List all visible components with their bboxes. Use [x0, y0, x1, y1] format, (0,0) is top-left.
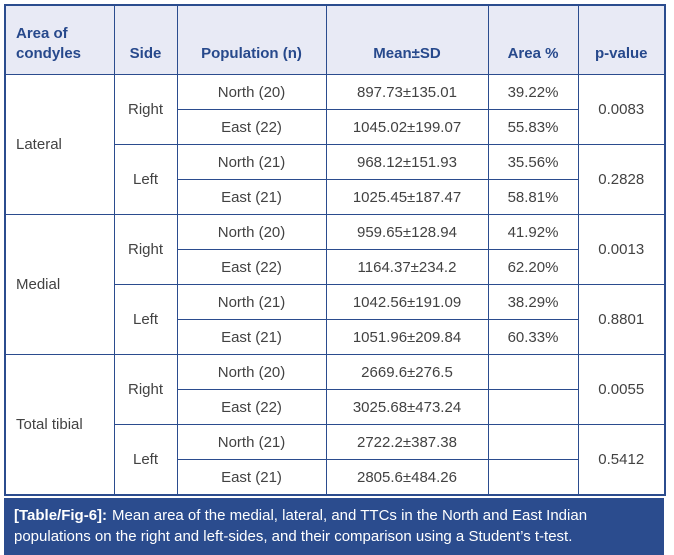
side-cell: Right	[113, 214, 178, 285]
area-pct-cell: 39.22%	[487, 74, 579, 110]
side-cell: Left	[113, 424, 178, 496]
mean-sd-cell: 1164.37±234.2	[325, 249, 489, 285]
mean-sd-cell: 2669.6±276.5	[325, 354, 489, 390]
mean-sd-cell: 1025.45±187.47	[325, 179, 489, 215]
results-table: Area of condyles Side Population (n) Mea…	[4, 4, 666, 496]
header-row: Area of condyles Side Population (n) Mea…	[4, 4, 666, 75]
area-pct-cell: 62.20%	[487, 249, 579, 285]
p-value-cell: 0.5412	[577, 424, 666, 496]
table-row: Lateral Right North (20) 897.73±135.01 3…	[4, 74, 666, 215]
side-cell: Left	[113, 284, 178, 355]
population-cell: North (21)	[176, 144, 327, 180]
p-value-cell: 0.0083	[577, 74, 666, 145]
population-cell: East (22)	[176, 389, 327, 425]
area-pct-cell: 55.83%	[487, 109, 579, 145]
table-row: East (21) 1025.45±187.47 58.81%	[5, 179, 665, 215]
table-figure: Area of condyles Side Population (n) Mea…	[4, 4, 666, 555]
area-cell: Lateral	[4, 74, 115, 215]
table-row: Left North (21) 2722.2±387.38 0.5412	[5, 424, 666, 496]
population-cell: East (21)	[176, 179, 327, 215]
area-pct-cell: 41.92%	[487, 214, 579, 250]
mean-sd-cell: 2805.6±484.26	[325, 459, 489, 496]
mean-sd-cell: 1051.96±209.84	[325, 319, 489, 355]
side-cell: Left	[113, 144, 178, 215]
area-pct-cell: 60.33%	[487, 319, 579, 355]
area-cell: Total tibial	[4, 354, 115, 496]
mean-sd-cell: 897.73±135.01	[325, 74, 489, 110]
population-cell: East (21)	[176, 319, 327, 355]
p-value-cell: 0.0013	[577, 214, 666, 285]
population-cell: North (20)	[176, 354, 327, 390]
table-row: Left North (21) 968.12±151.93 35.56% 0.2…	[5, 144, 666, 215]
table-caption: [Table/Fig-6]: Mean area of the medial, l…	[4, 498, 664, 555]
col-header-population: Population (n)	[176, 4, 327, 75]
population-cell: North (21)	[176, 284, 327, 320]
caption-label: [Table/Fig-6]:	[14, 507, 108, 524]
mean-sd-cell: 2722.2±387.38	[325, 424, 489, 460]
area-pct-cell	[487, 424, 579, 460]
p-value-cell: 0.0055	[577, 354, 666, 425]
table-row: Total tibial Right North (20) 2669.6±276…	[4, 354, 666, 496]
mean-sd-cell: 1042.56±191.09	[325, 284, 489, 320]
col-header-p-value: p-value	[577, 4, 666, 75]
area-cell: Medial	[4, 214, 115, 355]
col-header-side: Side	[113, 4, 178, 75]
side-cell: Right	[113, 74, 178, 145]
table-row: East (22) 1164.37±234.2 62.20%	[5, 249, 665, 285]
table-row: Medial Right North (20) 959.65±128.94 41…	[4, 214, 666, 355]
col-header-mean-sd: Mean±SD	[325, 4, 489, 75]
population-cell: North (20)	[176, 214, 327, 250]
table-row: East (21) 1051.96±209.84 60.33%	[5, 319, 665, 355]
mean-sd-cell: 3025.68±473.24	[325, 389, 489, 425]
area-pct-cell: 38.29%	[487, 284, 579, 320]
side-cell: Right	[113, 354, 178, 425]
area-pct-cell	[487, 459, 579, 496]
table-row: Left North (21) 1042.56±191.09 38.29% 0.…	[5, 284, 666, 355]
mean-sd-cell: 968.12±151.93	[325, 144, 489, 180]
table-row: East (21) 2805.6±484.26	[5, 459, 665, 496]
population-cell: East (21)	[176, 459, 327, 496]
population-cell: East (22)	[176, 109, 327, 145]
area-pct-cell: 35.56%	[487, 144, 579, 180]
col-header-area-pct: Area %	[487, 4, 579, 75]
mean-sd-cell: 959.65±128.94	[325, 214, 489, 250]
table-row: East (22) 3025.68±473.24	[5, 389, 665, 425]
table-row: East (22) 1045.02±199.07 55.83%	[5, 109, 665, 145]
area-pct-cell	[487, 354, 579, 390]
p-value-cell: 0.2828	[577, 144, 666, 215]
p-value-cell: 0.8801	[577, 284, 666, 355]
population-cell: North (20)	[176, 74, 327, 110]
population-cell: North (21)	[176, 424, 327, 460]
area-pct-cell	[487, 389, 579, 425]
area-pct-cell: 58.81%	[487, 179, 579, 215]
population-cell: East (22)	[176, 249, 327, 285]
col-header-area-of-condyles: Area of condyles	[4, 4, 115, 75]
mean-sd-cell: 1045.02±199.07	[325, 109, 489, 145]
